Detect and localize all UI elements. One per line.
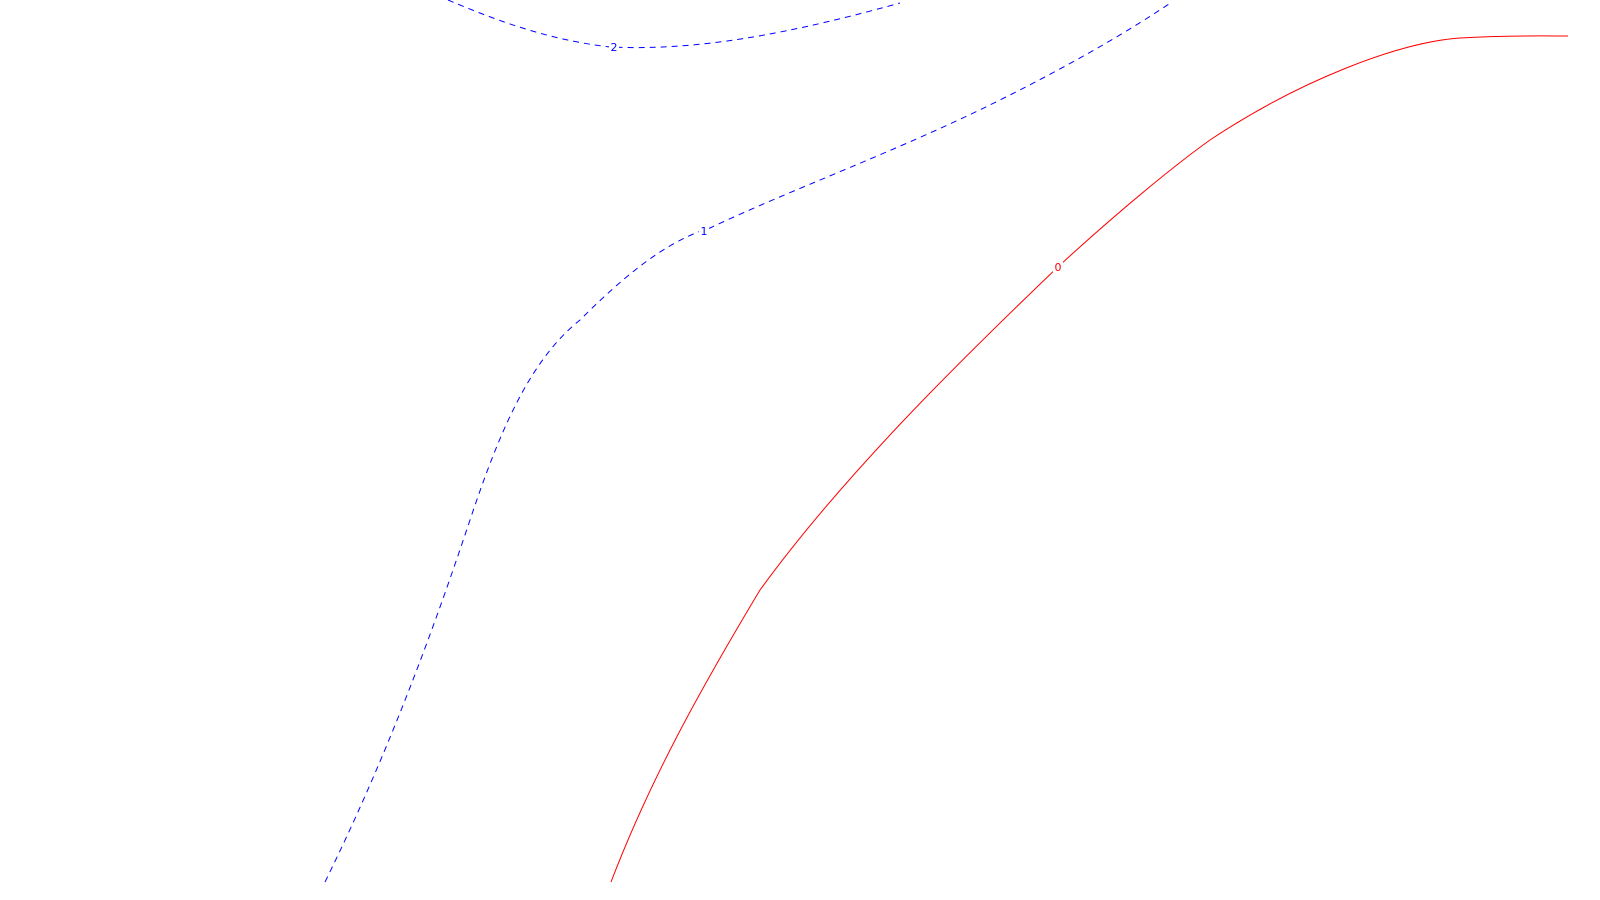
contour-line-level-2 bbox=[447, 0, 901, 49]
contour-label-level-0: 0 bbox=[1055, 261, 1062, 274]
contour-label-background bbox=[699, 225, 709, 237]
contour-layer: 2 1 0 bbox=[324, 0, 1569, 883]
contour-line-level-0 bbox=[610, 35, 1569, 883]
contour-label-background bbox=[609, 41, 619, 53]
contour-label-background bbox=[1053, 261, 1063, 273]
contour-label-level-2: 2 bbox=[611, 41, 618, 54]
contour-line-level-1 bbox=[324, 1, 1173, 883]
contour-label-level-1: 1 bbox=[701, 225, 708, 238]
